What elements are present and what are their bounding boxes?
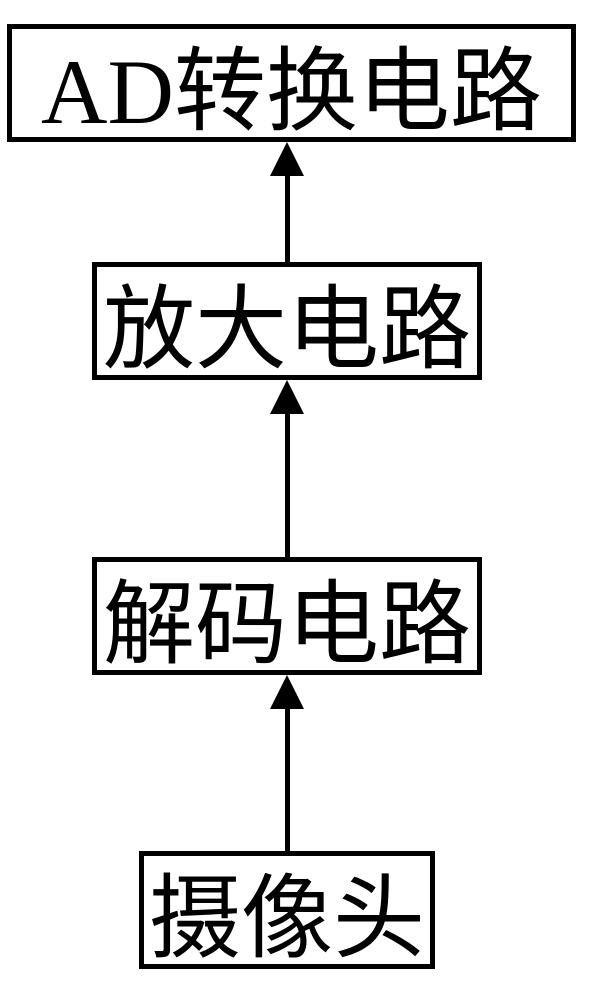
arrow-shaft: [285, 176, 290, 262]
node-camera: 摄像头: [139, 851, 435, 969]
arrow-shaft: [285, 709, 290, 851]
node-decoder-label: 解码电路: [103, 550, 471, 683]
edge-decoder-amplifier: [270, 380, 304, 557]
arrow-shaft: [285, 414, 290, 557]
edge-camera-decoder: [270, 675, 304, 851]
node-ad-converter-label: AD转换电路: [41, 17, 542, 150]
node-decoder: 解码电路: [92, 557, 482, 675]
arrow-head-icon: [270, 380, 304, 414]
arrow-head-icon: [270, 142, 304, 176]
node-amplifier: 放大电路: [92, 262, 482, 380]
flowchart-canvas: AD转换电路 放大电路 解码电路 摄像头: [0, 0, 593, 1000]
arrow-head-icon: [270, 675, 304, 709]
node-amplifier-label: 放大电路: [103, 255, 471, 388]
node-ad-converter: AD转换电路: [7, 24, 576, 142]
node-camera-label: 摄像头: [149, 844, 425, 977]
edge-amplifier-adconverter: [270, 142, 304, 262]
